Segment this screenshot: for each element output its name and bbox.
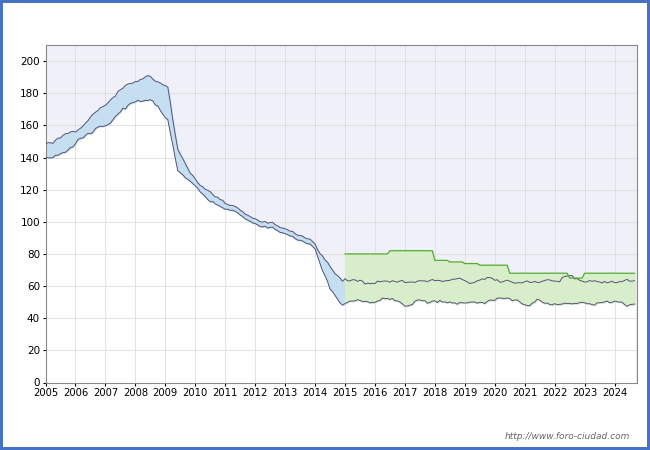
Text: Valdescorriel - Evolucion de la poblacion en edad de Trabajar Septiembre de 2024: Valdescorriel - Evolucion de la poblacio… — [38, 15, 612, 28]
Text: http://www.foro-ciudad.com: http://www.foro-ciudad.com — [505, 432, 630, 441]
